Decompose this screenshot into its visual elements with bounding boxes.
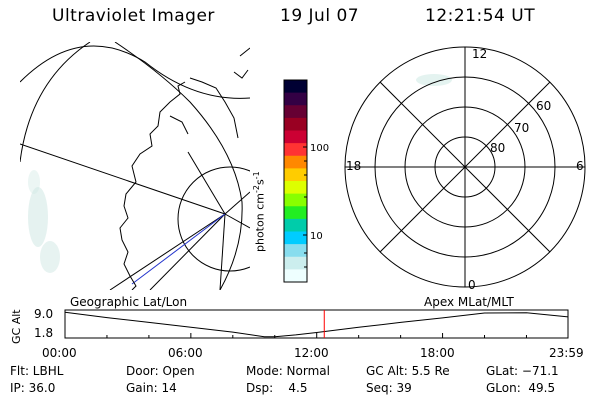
seq-value: Seq: 39: [366, 381, 412, 395]
colorbar-tick-10: 10: [310, 231, 323, 242]
satellite-track: [131, 213, 226, 285]
timeline-ytick-bottom: 1.8: [34, 326, 54, 340]
meridian-line: [20, 143, 226, 215]
mlt-label-0: 0: [468, 278, 476, 292]
instrument-title: Ultraviolet Imager: [52, 6, 215, 26]
colorbar: 100 10: [283, 79, 329, 283]
glon-value: GLon: 49.5: [486, 381, 556, 395]
colorbar-unit-label: photon cm-2s-1: [252, 171, 267, 252]
glat-value: GLat: −71.1: [486, 364, 559, 378]
mode-value: Mode: Normal: [246, 364, 330, 378]
uv-emission-speckle: [28, 170, 60, 273]
mlt-label-18: 18: [346, 159, 361, 173]
colorbar-band: [284, 231, 307, 245]
mlt-label-6: 6: [576, 159, 584, 173]
timeline-ytick-top: 9.0: [34, 307, 54, 321]
mlat-label-70: 70: [514, 121, 529, 135]
colorbar-gradient: [284, 80, 307, 283]
xtick-06-00: 06:00: [168, 346, 203, 360]
apex-label: Apex MLat/MLT: [424, 295, 514, 309]
xtick-12-00: 12:00: [294, 346, 329, 360]
door-value: Door: Open: [126, 364, 195, 378]
xtick-00-00: 00:00: [42, 346, 77, 360]
colorbar-band: [284, 92, 307, 106]
colorbar-band: [284, 269, 307, 283]
dsp-value: Dsp: 4.5: [246, 381, 308, 395]
latitude-circle: [177, 166, 250, 272]
mlat-label-80: 80: [490, 141, 505, 155]
mlt-label-12: 12: [472, 47, 487, 61]
colorbar-band: [284, 143, 307, 157]
date-label: 19 Jul 07: [280, 6, 360, 26]
colorbar-band: [284, 105, 307, 119]
colorbar-band: [284, 193, 307, 207]
colorbar-band: [284, 168, 307, 182]
colorbar-band: [284, 155, 307, 169]
uv-emission-speckle: [416, 74, 452, 86]
xtick-23-59: 23:59: [549, 346, 584, 360]
ip-value: IP: 36.0: [10, 381, 56, 395]
apex-polar-plot: 12 18 6 0 60 70 80: [344, 46, 586, 292]
colorbar-band: [284, 181, 307, 195]
mlat-label-60: 60: [536, 99, 551, 113]
coastline: [119, 47, 250, 290]
colorbar-band: [284, 244, 307, 258]
filter-value: Flt: LBHL: [10, 364, 64, 378]
gain-value: Gain: 14: [126, 381, 177, 395]
xtick-18-00: 18:00: [420, 346, 455, 360]
time-label: 12:21:54 UT: [425, 6, 536, 26]
geographic-label: Geographic Lat/Lon: [70, 295, 188, 309]
colorbar-band: [284, 130, 307, 144]
colorbar-band: [284, 206, 307, 220]
gc-alt-value: GC Alt: 5.5 Re: [366, 364, 450, 378]
colorbar-band: [284, 80, 307, 94]
colorbar-tick-100: 100: [310, 143, 329, 154]
colorbar-band: [284, 218, 307, 232]
colorbar-band: [284, 117, 307, 131]
gc-alt-timeline: [64, 309, 569, 339]
gc-alt-series-line: [64, 311, 569, 338]
colorbar-band: [284, 256, 307, 270]
timeline-ylabel: GC Alt: [10, 309, 23, 344]
geographic-map: [20, 42, 250, 290]
